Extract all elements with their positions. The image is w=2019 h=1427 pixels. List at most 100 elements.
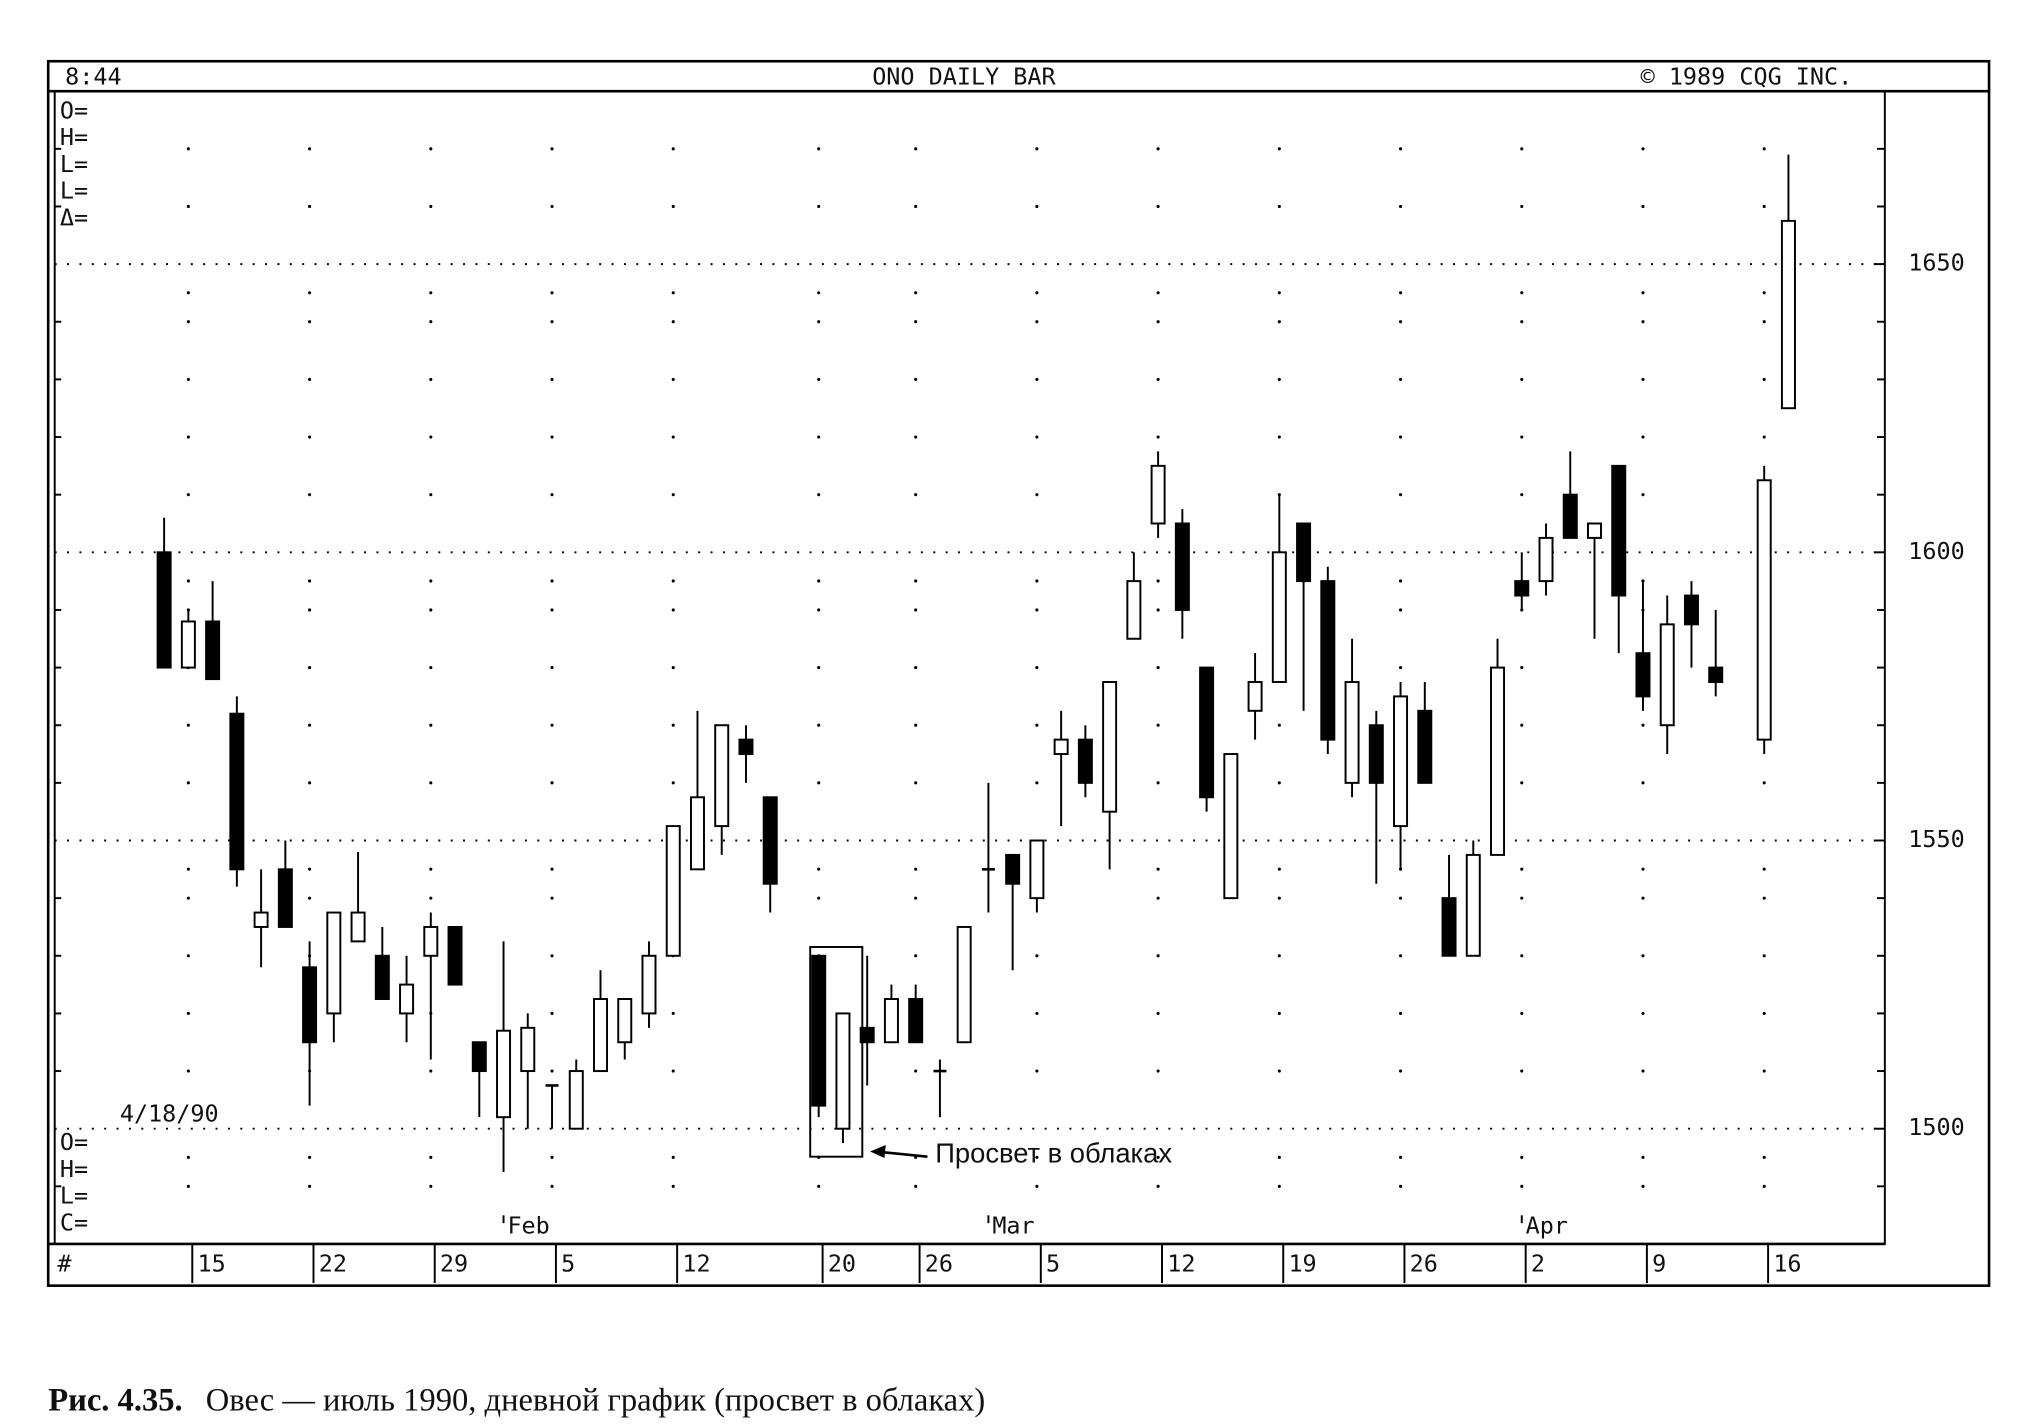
candle-body — [1368, 724, 1384, 784]
grid-dot — [1762, 867, 1766, 871]
grid-dot — [1277, 1155, 1281, 1159]
grid-dot — [186, 204, 190, 209]
grid-dot — [429, 579, 433, 583]
grid-dot — [1520, 954, 1524, 958]
candle-body — [1126, 580, 1142, 640]
candle-body — [1053, 738, 1069, 756]
grid-dot — [1641, 204, 1645, 209]
annotation-box — [809, 946, 864, 1158]
grid-dot — [914, 867, 918, 871]
grid-dot — [671, 781, 675, 785]
grid-dot — [1277, 723, 1281, 727]
grid-dot — [1762, 896, 1766, 900]
candle-body — [859, 1026, 875, 1044]
candle-body — [883, 998, 899, 1044]
grid-dot — [817, 666, 821, 670]
candle-body — [326, 911, 342, 1015]
grid-dot — [817, 1155, 821, 1159]
grid-dot — [1641, 377, 1645, 381]
grid-dot — [186, 1155, 190, 1159]
grid-dot — [1277, 204, 1281, 209]
grid-dot — [1156, 781, 1160, 785]
x-tick-label: 5 — [561, 1249, 575, 1277]
grid-dot — [550, 377, 554, 381]
candle-body — [593, 998, 608, 1073]
grid-dot — [1762, 954, 1766, 958]
grid-dot — [308, 147, 312, 151]
grid-dot — [1156, 1155, 1160, 1159]
month-label: Mar — [992, 1212, 1034, 1240]
grid-dot — [1762, 1011, 1766, 1015]
grid-dot — [1398, 579, 1403, 583]
grid-dot — [671, 320, 675, 324]
grid-dot — [550, 579, 554, 583]
grid-dot — [1520, 435, 1524, 439]
grid-dot — [429, 320, 433, 324]
grid-dot — [429, 1184, 433, 1188]
grid-dot — [1520, 666, 1524, 670]
grid-dot — [1035, 954, 1039, 958]
grid-dot — [914, 896, 918, 900]
grid-dot — [1156, 1184, 1160, 1188]
candle-body — [1465, 853, 1481, 957]
grid-dot — [817, 147, 821, 151]
grid-dot — [1035, 1011, 1039, 1015]
grid-dot — [1035, 1069, 1039, 1073]
copyright: © 1989 CQG INC. — [1641, 63, 1853, 91]
grid-dot — [1762, 1069, 1766, 1073]
candle-body — [835, 1012, 851, 1130]
grid-dot — [1277, 147, 1281, 151]
grid-dot — [914, 291, 918, 295]
x-tick-label: 12 — [1167, 1249, 1195, 1277]
grid-dot — [186, 147, 190, 151]
grid-dot — [914, 579, 918, 583]
grid-dot — [550, 723, 554, 727]
candle-body — [1683, 594, 1699, 626]
x-tick-label: 5 — [1046, 1249, 1060, 1277]
grid-dot — [1762, 781, 1766, 785]
grid-dot — [817, 377, 821, 381]
candle-body — [302, 966, 318, 1044]
candle-body — [1562, 493, 1578, 539]
chart-title: ONO DAILY BAR — [872, 63, 1056, 91]
grid-dot — [914, 666, 918, 670]
header-field: L= — [60, 150, 88, 178]
grid-dot — [1520, 1011, 1524, 1015]
grid-dot — [308, 723, 312, 727]
plot-frame — [53, 90, 1886, 1245]
grid-dot — [1641, 954, 1645, 958]
header-field: L= — [60, 177, 88, 205]
y-tick-label: 1600 — [1908, 537, 1964, 565]
grid-dot — [550, 867, 554, 871]
grid-dot — [1035, 204, 1039, 209]
candle-body — [1150, 464, 1166, 525]
grid-dot — [550, 896, 554, 900]
candle-body — [1102, 681, 1118, 813]
grid-dot — [1520, 493, 1524, 497]
grid-dot — [308, 608, 312, 612]
candle-body — [1417, 709, 1433, 784]
time: 8:44 — [65, 63, 121, 91]
header-field: H= — [60, 123, 88, 151]
grid-dot — [429, 435, 433, 439]
grid-dot — [1520, 204, 1524, 209]
grid-dot — [308, 1184, 312, 1188]
corner-label: # — [57, 1249, 72, 1277]
grid-dot — [817, 579, 821, 583]
candle-body — [471, 1041, 487, 1073]
candle-body — [1659, 623, 1675, 727]
grid-dot — [550, 954, 554, 958]
grid-dot — [1641, 1069, 1645, 1073]
grid-dot — [1156, 666, 1160, 670]
grid-dot — [817, 1184, 821, 1188]
grid-dot — [1398, 493, 1403, 497]
caption-text: Овес — июль 1990, дневной график (просве… — [206, 1382, 985, 1418]
header-field: O= — [60, 97, 88, 125]
grid-dot — [308, 204, 312, 209]
grid-dot — [1398, 204, 1403, 209]
grid-dot — [550, 1069, 554, 1073]
grid-dot — [550, 1011, 554, 1015]
candle-body — [277, 868, 293, 928]
grid-dot — [1277, 1011, 1281, 1015]
